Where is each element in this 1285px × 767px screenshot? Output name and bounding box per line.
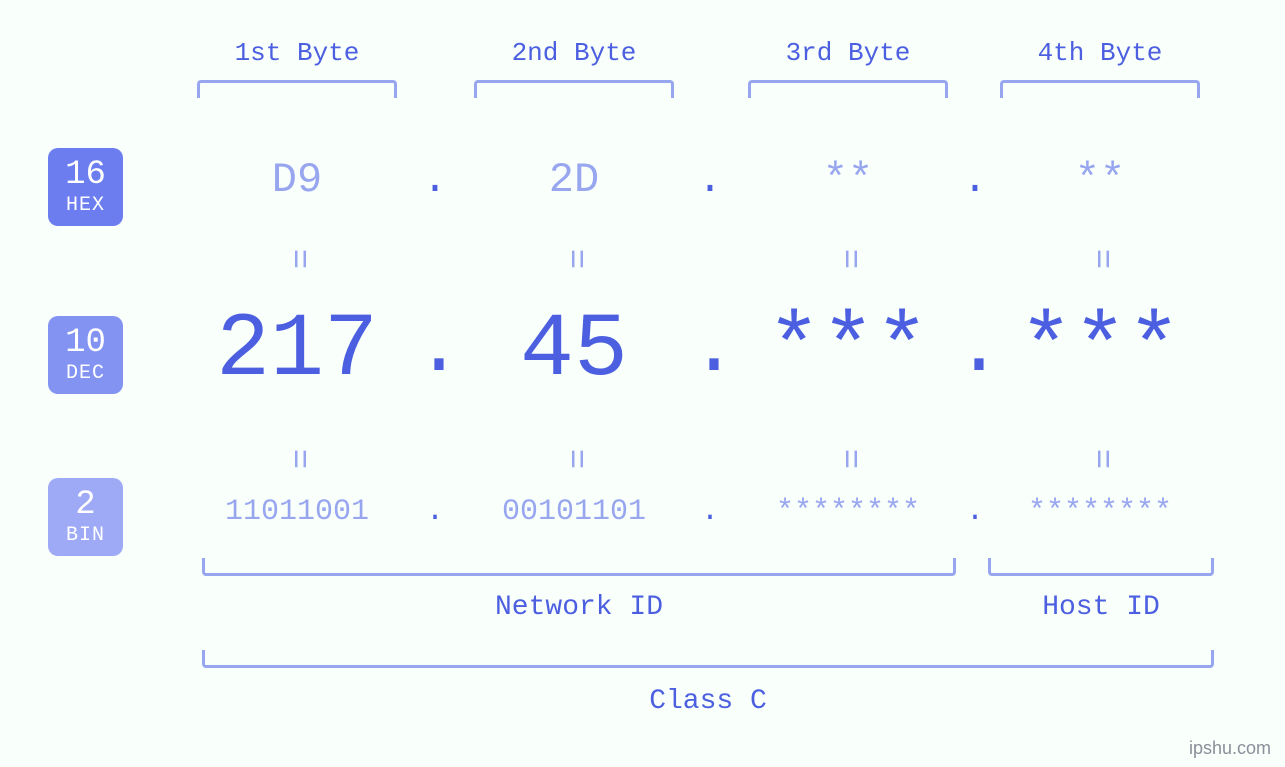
host-id-label: Host ID [1001, 592, 1201, 623]
byte-header-2: 2nd Byte [454, 38, 694, 68]
network-id-label: Network ID [429, 592, 729, 623]
eq-top-2: = [555, 239, 593, 279]
bracket-class [202, 650, 1214, 668]
byte-header-3: 3rd Byte [728, 38, 968, 68]
dec-byte-3: *** [708, 300, 988, 402]
hex-byte-4: ** [980, 156, 1220, 204]
byte-header-4: 4th Byte [980, 38, 1220, 68]
bracket-byte-3 [748, 80, 948, 98]
bracket-network [202, 558, 956, 576]
bin-byte-3: ******** [718, 495, 978, 529]
hex-sep-1: . [420, 156, 450, 204]
dec-byte-2: 45 [434, 300, 714, 402]
badge-bin: 2 BIN [48, 478, 123, 556]
eq-bot-4: = [1081, 439, 1119, 479]
eq-bot-3: = [829, 439, 867, 479]
class-label: Class C [558, 686, 858, 717]
hex-sep-2: . [695, 156, 725, 204]
badge-hex-label: HEX [66, 195, 105, 217]
hex-byte-1: D9 [177, 156, 417, 204]
eq-top-3: = [829, 239, 867, 279]
dec-byte-1: 217 [157, 300, 437, 402]
bracket-host [988, 558, 1214, 576]
eq-top-1: = [278, 239, 316, 279]
bracket-byte-1 [197, 80, 397, 98]
eq-bot-2: = [555, 439, 593, 479]
eq-top-4: = [1081, 239, 1119, 279]
badge-dec: 10 DEC [48, 316, 123, 394]
bracket-byte-2 [474, 80, 674, 98]
badge-dec-num: 10 [65, 325, 106, 362]
byte-header-1: 1st Byte [177, 38, 417, 68]
badge-bin-label: BIN [66, 525, 105, 547]
bracket-byte-4 [1000, 80, 1200, 98]
hex-byte-2: 2D [454, 156, 694, 204]
badge-hex-num: 16 [65, 157, 106, 194]
badge-hex: 16 HEX [48, 148, 123, 226]
eq-bot-1: = [278, 439, 316, 479]
hex-byte-3: ** [728, 156, 968, 204]
bin-byte-4: ******** [970, 495, 1230, 529]
badge-dec-label: DEC [66, 363, 105, 385]
bin-byte-2: 00101101 [444, 495, 704, 529]
badge-bin-num: 2 [75, 487, 95, 524]
dec-byte-4: *** [960, 300, 1240, 402]
bin-byte-1: 11011001 [167, 495, 427, 529]
watermark: ipshu.com [1189, 738, 1271, 759]
